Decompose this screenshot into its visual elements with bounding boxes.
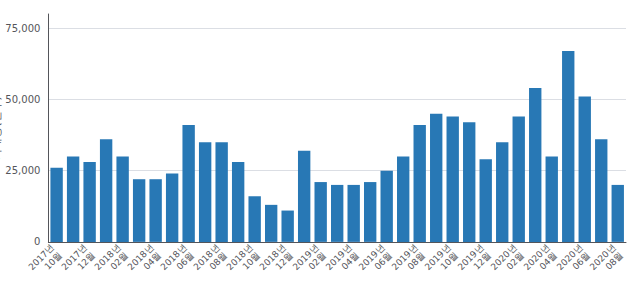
- svg-text:06월: 06월: [175, 250, 197, 272]
- svg-text:2019년: 2019년: [356, 242, 387, 273]
- svg-text:0: 0: [34, 236, 40, 247]
- svg-text:25,000: 25,000: [5, 165, 40, 176]
- svg-text:2020년: 2020년: [587, 242, 618, 273]
- svg-text:50,000: 50,000: [5, 94, 40, 105]
- svg-text:2020년: 2020년: [521, 242, 552, 273]
- svg-text:04월: 04월: [340, 250, 362, 272]
- svg-text:02월: 02월: [505, 250, 527, 272]
- svg-text:2020년: 2020년: [554, 242, 585, 273]
- svg-text:2019년: 2019년: [455, 242, 486, 273]
- svg-text:2017년: 2017년: [26, 242, 57, 273]
- svg-text:02월: 02월: [307, 250, 329, 272]
- svg-text:12월: 12월: [76, 250, 98, 272]
- svg-text:12월: 12월: [274, 250, 296, 272]
- svg-text:75,000: 75,000: [5, 23, 40, 34]
- svg-text:10월: 10월: [439, 250, 461, 272]
- svg-text:2019년: 2019년: [290, 242, 321, 273]
- svg-text:04월: 04월: [538, 250, 560, 272]
- svg-text:08월: 08월: [406, 250, 428, 272]
- svg-text:2017년: 2017년: [59, 242, 90, 273]
- svg-text:2018년: 2018년: [125, 242, 156, 273]
- svg-text:2018년: 2018년: [257, 242, 288, 273]
- svg-text:06월: 06월: [571, 250, 593, 272]
- svg-text:2018년: 2018년: [191, 242, 222, 273]
- svg-text:06월: 06월: [373, 250, 395, 272]
- svg-text:2018년: 2018년: [92, 242, 123, 273]
- svg-text:2019년: 2019년: [422, 242, 453, 273]
- svg-text:2019년: 2019년: [389, 242, 420, 273]
- svg-text:2018년: 2018년: [224, 242, 255, 273]
- svg-text:10월: 10월: [43, 250, 65, 272]
- svg-text:12월: 12월: [472, 250, 494, 272]
- svg-text:02월: 02월: [109, 250, 131, 272]
- svg-text:2018년: 2018년: [158, 242, 189, 273]
- svg-text:거래량(건수): 거래량(건수): [0, 96, 3, 160]
- svg-text:2019년: 2019년: [323, 242, 354, 273]
- svg-text:08월: 08월: [604, 250, 626, 272]
- svg-text:2020년: 2020년: [488, 242, 519, 273]
- svg-text:10월: 10월: [241, 250, 263, 272]
- svg-text:04월: 04월: [142, 250, 164, 272]
- svg-text:08월: 08월: [208, 250, 230, 272]
